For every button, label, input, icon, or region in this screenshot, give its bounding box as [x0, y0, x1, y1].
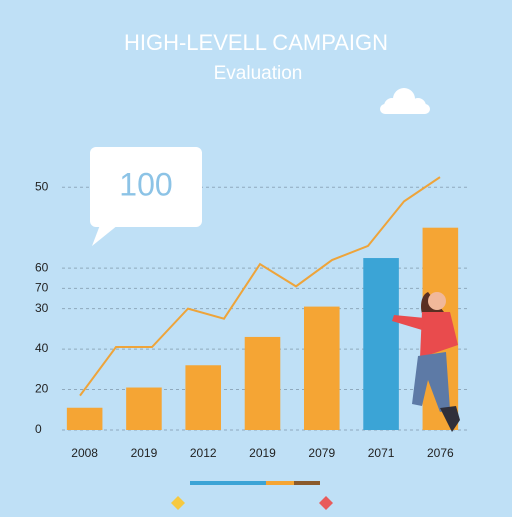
y-tick-label: 40: [35, 341, 49, 355]
bar: [126, 387, 162, 430]
x-tick-label: 2019: [249, 446, 276, 460]
person-illustration: [392, 292, 460, 432]
y-tick-label: 0: [35, 422, 42, 436]
bar: [185, 365, 221, 430]
bar: [66, 407, 103, 430]
bar: [244, 336, 281, 430]
bar: [363, 258, 399, 430]
x-tick-label: 2079: [308, 446, 335, 460]
callout: 100: [90, 147, 202, 246]
x-tick-label: 2071: [368, 446, 395, 460]
legend-strip: [171, 481, 333, 510]
x-tick-label: 2076: [427, 446, 454, 460]
x-tick-label: 2012: [190, 446, 217, 460]
callout-value: 100: [119, 166, 172, 202]
y-tick-label: 60: [35, 260, 49, 274]
y-tick-label: 30: [35, 301, 49, 315]
chart-title: HIGH-LEVELL CAMPAIGN: [124, 30, 388, 55]
y-tick-label: 20: [35, 382, 49, 396]
y-tick-label: 70: [35, 281, 49, 295]
y-tick-label: 50: [35, 179, 49, 193]
chart-subtitle: Evaluation: [214, 63, 303, 84]
bar: [304, 306, 340, 430]
trend-line: [79, 176, 441, 397]
x-tick-label: 2008: [71, 446, 98, 460]
x-tick-label: 2019: [131, 446, 158, 460]
cloud: [380, 88, 430, 114]
